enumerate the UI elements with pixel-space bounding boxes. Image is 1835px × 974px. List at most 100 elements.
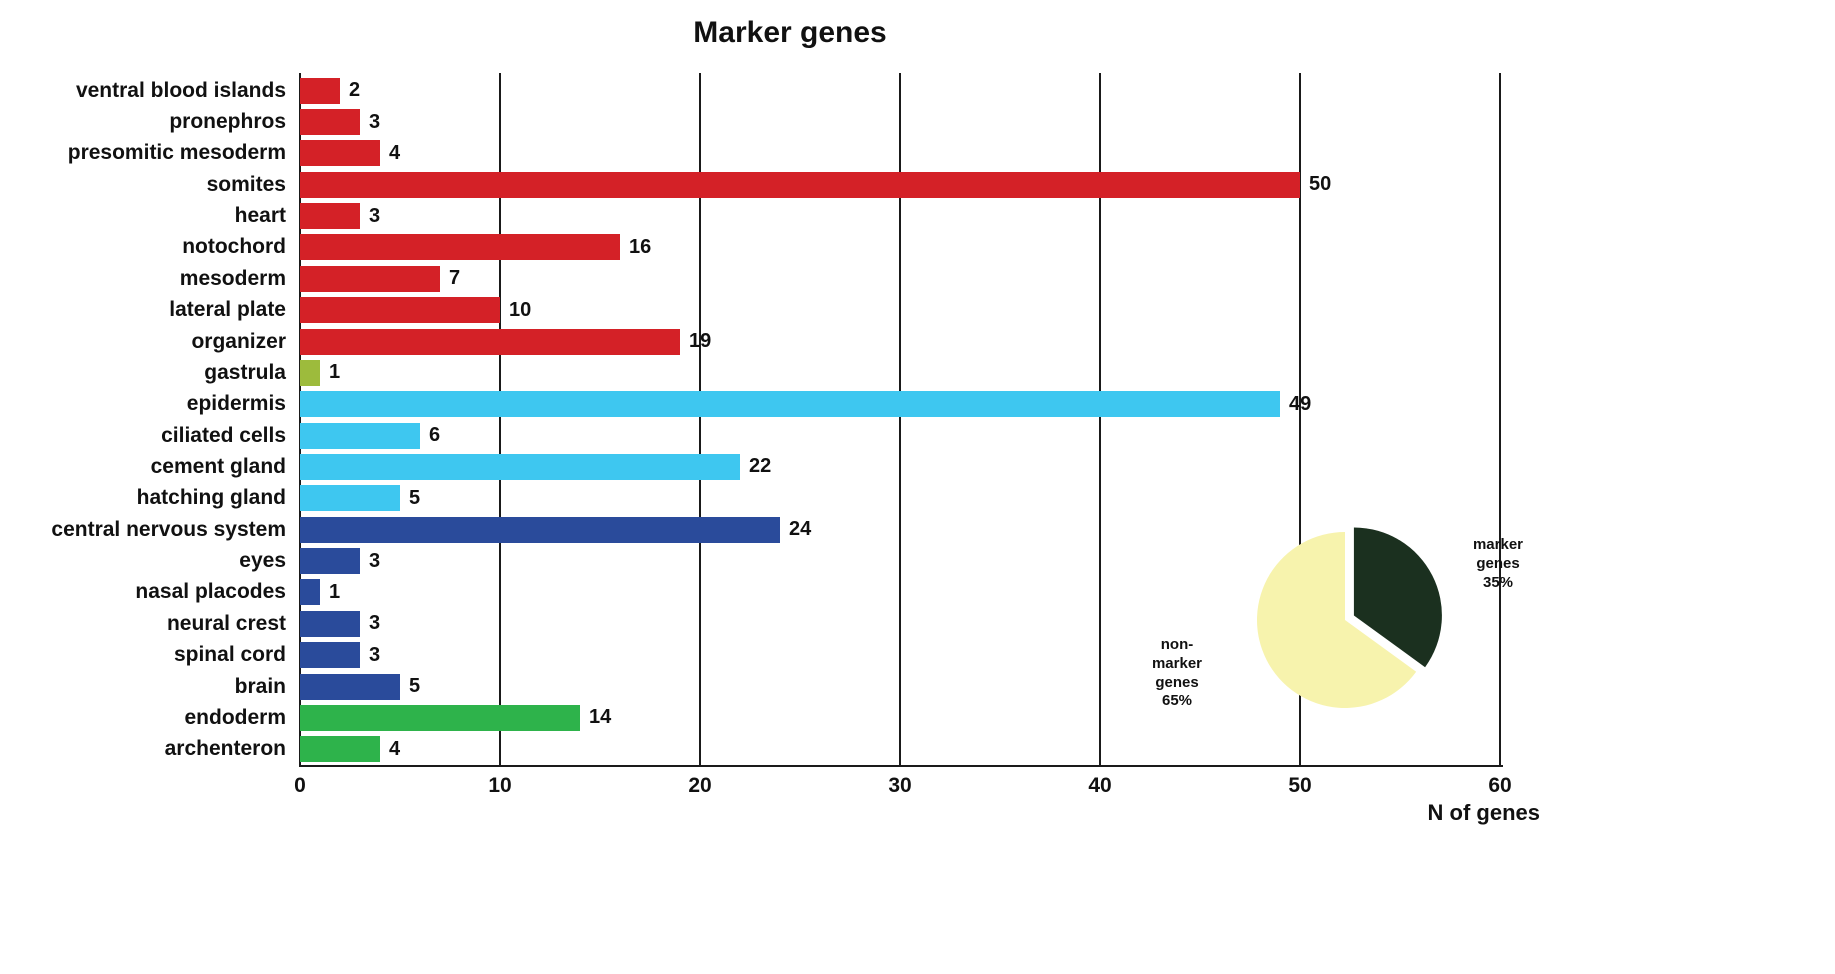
bar-value-label: 3	[369, 643, 381, 666]
bar-value-label: 1	[329, 580, 341, 603]
category-label: cement gland	[150, 454, 286, 478]
bar-row: presomitic mesoderm 4	[0, 138, 1620, 169]
category-label: presomitic mesoderm	[67, 141, 286, 165]
category-label: organizer	[191, 329, 286, 353]
category-label: notochord	[182, 235, 286, 259]
category-label: heart	[234, 204, 286, 228]
bar-value-label: 5	[409, 675, 421, 697]
bar	[300, 736, 380, 763]
x-tick-label: 0	[294, 774, 306, 797]
pie-chart	[1257, 527, 1442, 708]
category-label: ciliated cells	[161, 423, 286, 447]
bar-row: spinal cord 3	[0, 639, 1620, 670]
category-label: neural crest	[166, 611, 286, 635]
category-label: gastrula	[204, 360, 286, 384]
bar-value-label: 7	[449, 267, 461, 290]
category-label: epidermis	[186, 392, 286, 416]
gridline	[899, 73, 901, 765]
category-label: somites	[206, 172, 286, 196]
category-label: archenteron	[164, 737, 286, 761]
bar-value-label: 3	[369, 204, 381, 227]
bar-value-label: 14	[589, 706, 612, 729]
bar-row: ciliated cells 6	[0, 420, 1620, 451]
category-label: central nervous system	[51, 517, 286, 541]
bar-rows: ventral blood islands 2 pronephros 3 presomi…	[0, 75, 1620, 765]
gridline	[499, 73, 501, 765]
bar-row: cement gland 22	[0, 451, 1620, 482]
category-label: endoderm	[184, 705, 286, 729]
bar	[300, 453, 740, 480]
bar	[300, 516, 780, 543]
x-tick-label: 10	[488, 774, 512, 797]
bar-value-label: 50	[1309, 173, 1332, 196]
bar-row: somites 50	[0, 169, 1620, 200]
x-axis-line	[299, 765, 1503, 767]
x-tick-label: 50	[1288, 774, 1312, 797]
category-label: spinal cord	[173, 643, 286, 667]
bar	[300, 610, 360, 637]
x-tick-label: 30	[888, 774, 912, 797]
bar-row: nasal placodes 1	[0, 577, 1620, 608]
bar-value-label: 2	[349, 79, 361, 102]
pie-label-non-marker-genes: non- marker genes 65%	[1151, 636, 1203, 710]
bar-value-label: 3	[369, 549, 381, 572]
bar	[300, 359, 320, 386]
bar	[300, 642, 360, 669]
bar	[300, 422, 420, 449]
bar-value-label: 19	[689, 330, 712, 353]
category-label: nasal placodes	[135, 580, 286, 604]
bar	[300, 548, 360, 575]
bar-row: organizer 19	[0, 326, 1620, 357]
category-label: ventral blood islands	[75, 78, 286, 102]
bar-row: brain 5	[0, 671, 1620, 702]
pie-slice	[1257, 532, 1417, 708]
bar	[300, 328, 680, 355]
bar	[300, 485, 400, 512]
bar-value-label: 49	[1289, 392, 1312, 415]
bar	[300, 391, 1280, 418]
bar-value-label: 10	[509, 298, 532, 321]
pie-slice	[1353, 527, 1442, 668]
bar-row: archenteron 4	[0, 734, 1620, 765]
bar-row: endoderm 14	[0, 702, 1620, 733]
gridline	[699, 73, 701, 765]
bar	[300, 203, 360, 230]
bar-value-label: 16	[629, 235, 652, 258]
bar	[300, 297, 500, 324]
bar-row: hatching gland 5	[0, 483, 1620, 514]
x-axis-title: N of genes	[1427, 800, 1540, 825]
category-label: eyes	[239, 549, 286, 573]
bar-row: notochord 16	[0, 232, 1620, 263]
bar	[300, 673, 400, 700]
bar	[300, 109, 360, 136]
bar	[300, 171, 1300, 198]
pie-label-marker-genes: marker genes 35%	[1472, 536, 1524, 591]
bar-row: pronephros 3	[0, 106, 1620, 137]
bar	[300, 704, 580, 731]
bar-row: epidermis 49	[0, 389, 1620, 420]
bar-value-label: 4	[389, 141, 401, 164]
bar-value-label: 22	[749, 455, 772, 478]
category-label: hatching gland	[136, 486, 286, 510]
bar-value-label: 3	[369, 110, 381, 133]
chart-title: Marker genes	[693, 16, 887, 49]
gridline	[1099, 73, 1101, 765]
bar-row: central nervous system 24	[0, 514, 1620, 545]
bar-row: eyes 3	[0, 545, 1620, 576]
bar	[300, 579, 320, 606]
category-label: mesoderm	[179, 266, 286, 290]
gridline	[299, 73, 301, 765]
bar-value-label: 3	[369, 612, 381, 635]
bar-value-label: 4	[389, 737, 401, 760]
bar	[300, 140, 380, 167]
bar	[300, 265, 440, 292]
category-label: pronephros	[169, 110, 286, 134]
x-tick-label: 60	[1488, 774, 1512, 797]
bar-row: neural crest 3	[0, 608, 1620, 639]
bar-value-label: 24	[789, 518, 812, 541]
bar-row: mesoderm 7	[0, 263, 1620, 294]
x-tick-label: 20	[688, 774, 712, 797]
bar	[300, 77, 340, 104]
bar-row: ventral blood islands 2	[0, 75, 1620, 106]
